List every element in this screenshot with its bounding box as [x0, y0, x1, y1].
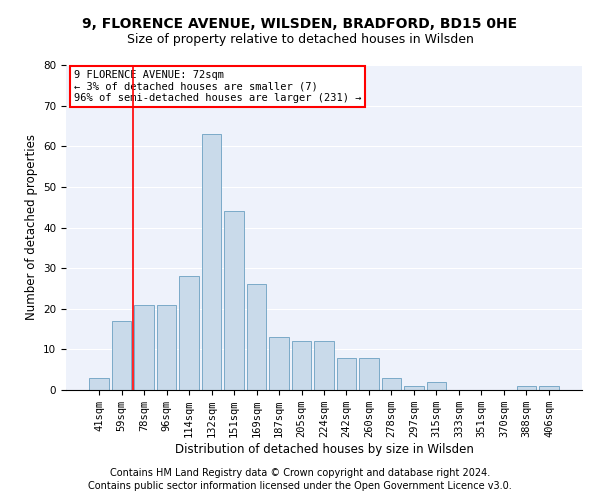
Bar — [359, 358, 379, 390]
Bar — [202, 134, 221, 390]
Text: 9, FLORENCE AVENUE, WILSDEN, BRADFORD, BD15 0HE: 9, FLORENCE AVENUE, WILSDEN, BRADFORD, B… — [82, 18, 518, 32]
X-axis label: Distribution of detached houses by size in Wilsden: Distribution of detached houses by size … — [175, 443, 473, 456]
Bar — [89, 378, 109, 390]
Bar — [157, 304, 176, 390]
Text: Contains HM Land Registry data © Crown copyright and database right 2024.: Contains HM Land Registry data © Crown c… — [110, 468, 490, 477]
Bar — [337, 358, 356, 390]
Bar — [292, 341, 311, 390]
Text: Size of property relative to detached houses in Wilsden: Size of property relative to detached ho… — [127, 32, 473, 46]
Bar — [247, 284, 266, 390]
Bar — [539, 386, 559, 390]
Bar — [382, 378, 401, 390]
Bar — [134, 304, 154, 390]
Bar — [179, 276, 199, 390]
Bar — [517, 386, 536, 390]
Text: Contains public sector information licensed under the Open Government Licence v3: Contains public sector information licen… — [88, 481, 512, 491]
Bar — [224, 211, 244, 390]
Bar — [112, 321, 131, 390]
Text: 9 FLORENCE AVENUE: 72sqm
← 3% of detached houses are smaller (7)
96% of semi-det: 9 FLORENCE AVENUE: 72sqm ← 3% of detache… — [74, 70, 361, 103]
Bar — [269, 337, 289, 390]
Bar — [314, 341, 334, 390]
Bar — [404, 386, 424, 390]
Y-axis label: Number of detached properties: Number of detached properties — [25, 134, 38, 320]
Bar — [427, 382, 446, 390]
